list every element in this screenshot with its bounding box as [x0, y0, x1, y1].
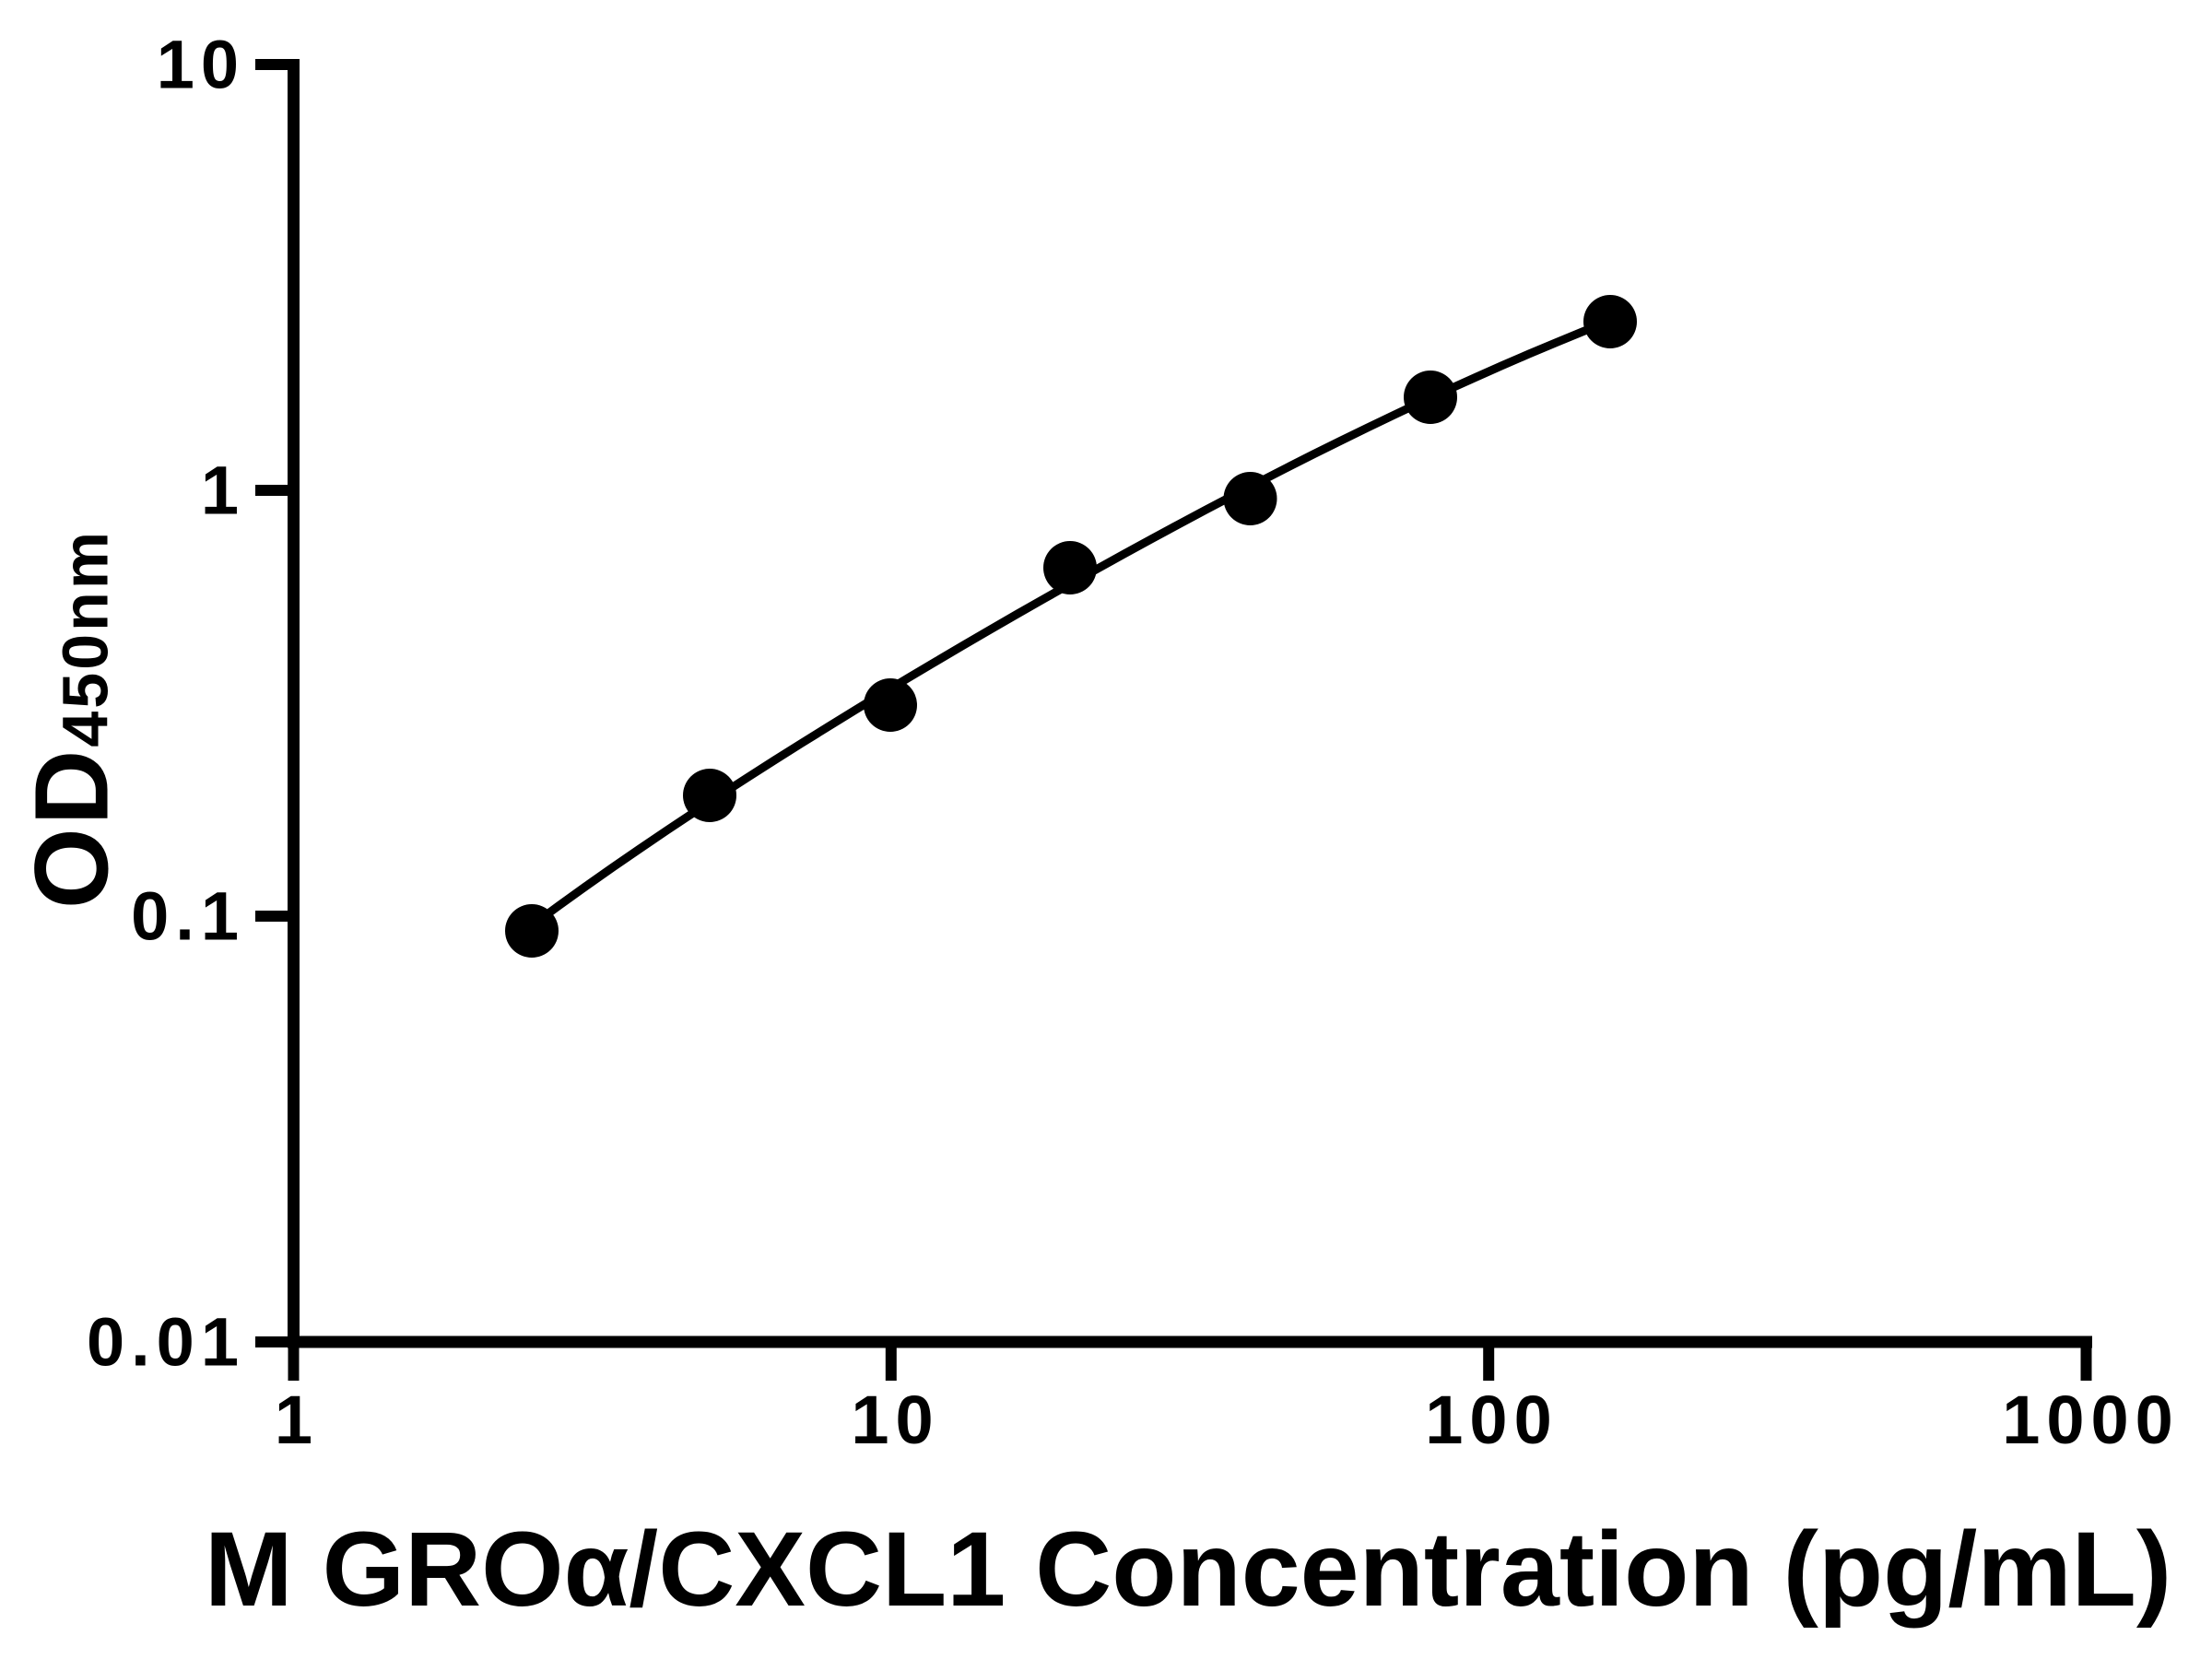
- svg-text:M GROα/CXCL1 Concentration (pg: M GROα/CXCL1 Concentration (pg/mL): [205, 1511, 2171, 1629]
- svg-text:0.01: 0.01: [87, 1304, 245, 1381]
- svg-text:0.1: 0.1: [131, 878, 245, 955]
- svg-text:1: 1: [275, 1382, 319, 1458]
- svg-text:10: 10: [157, 27, 245, 103]
- svg-text:100: 100: [1425, 1382, 1558, 1458]
- svg-text:1: 1: [201, 453, 245, 529]
- svg-text:1000: 1000: [2002, 1382, 2180, 1458]
- svg-text:10: 10: [851, 1382, 939, 1458]
